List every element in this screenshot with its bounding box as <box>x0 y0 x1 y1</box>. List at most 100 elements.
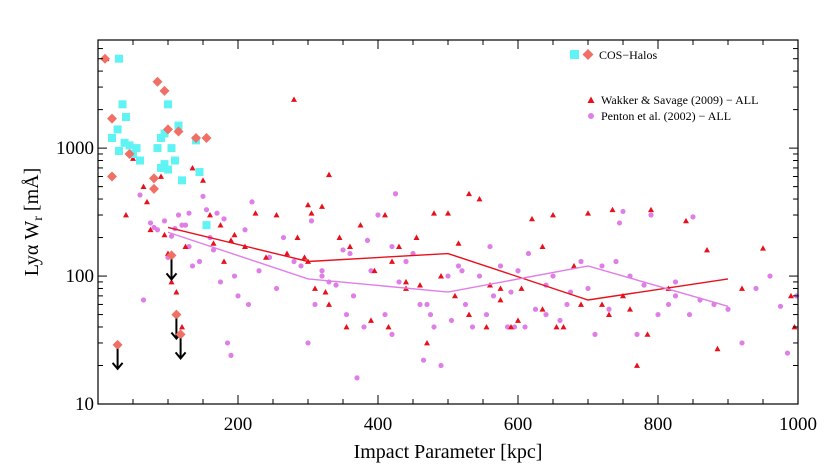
cos-halos-limit-point <box>175 329 186 340</box>
wakker-point <box>550 212 556 218</box>
penton-point <box>476 273 483 279</box>
penton-point <box>665 301 672 308</box>
cos-halos-diamond-point <box>124 148 135 159</box>
cos-halos-diamond-point <box>149 173 159 184</box>
wakker-point <box>294 234 301 240</box>
x-tick-label: 200 <box>224 414 253 435</box>
penton-point <box>448 317 455 324</box>
y-axis-title: Lyα Wr [mÅ] <box>21 168 46 276</box>
cos-halos-diamond-point <box>107 171 117 182</box>
wakker-point <box>539 306 546 312</box>
penton-point <box>725 306 731 312</box>
penton-point <box>564 301 570 308</box>
penton-point <box>319 273 325 279</box>
penton-point <box>648 212 654 218</box>
cos-halos-square-point <box>157 133 165 142</box>
penton-point <box>228 352 234 358</box>
wakker-point <box>620 292 626 299</box>
wakker-point <box>476 196 483 202</box>
wakker-point <box>168 278 175 285</box>
wakker-point <box>466 190 472 197</box>
penton-point <box>389 243 395 250</box>
wakker-point <box>424 339 430 346</box>
penton-point <box>392 191 399 197</box>
upper-limit-arrow-head <box>165 272 178 281</box>
x-tick-label: 1000 <box>779 414 817 435</box>
penton-point <box>210 247 217 253</box>
penton-point <box>245 301 252 308</box>
wakker-point <box>599 301 605 307</box>
cos-halos-limit-point <box>171 309 182 320</box>
penton-point <box>417 301 423 308</box>
wakker-point <box>683 217 689 224</box>
penton-point <box>200 193 206 199</box>
penton-point <box>221 216 227 222</box>
wakker-point <box>217 222 224 228</box>
wakker-point <box>252 210 259 216</box>
wakker-point <box>431 210 437 216</box>
penton-point <box>151 224 157 231</box>
wakker-point <box>173 289 180 295</box>
penton-point <box>599 263 605 269</box>
wakker-point <box>585 210 591 216</box>
axis-ticks <box>98 39 799 405</box>
penton-point <box>767 273 773 279</box>
penton-point <box>214 210 220 216</box>
penton-point <box>343 311 350 318</box>
cos-halos-diamond-point <box>159 85 170 96</box>
wakker-point <box>417 282 423 288</box>
wakker-point <box>284 250 290 256</box>
cos-halos-diamond-point <box>163 124 173 135</box>
wakker-point <box>207 212 213 218</box>
y-tick-label: 10 <box>75 394 94 415</box>
wakker-point <box>273 212 280 218</box>
wakker-point <box>788 292 794 299</box>
penton-point <box>515 268 521 274</box>
wakker-point <box>382 212 388 218</box>
penton-point <box>249 199 255 205</box>
penton-point <box>340 247 346 253</box>
penton-point <box>182 222 189 228</box>
penton-point <box>350 293 357 299</box>
wakker-point <box>627 306 633 312</box>
wakker-point <box>158 173 164 179</box>
penton-point <box>298 263 304 269</box>
y-tick-label: 1000 <box>56 138 94 159</box>
penton-point <box>256 268 262 274</box>
cos-halos-square-point <box>118 100 127 109</box>
wakker-point <box>326 301 332 307</box>
penton-point <box>431 324 437 330</box>
cos-halos-square-point <box>171 156 179 165</box>
wakker-point <box>529 215 535 222</box>
penton-median-line <box>167 231 729 308</box>
cos-halos-square-point <box>174 121 183 130</box>
upper-limit-arrow-head <box>111 362 124 371</box>
wakker-point <box>648 206 654 213</box>
penton-point <box>427 311 434 318</box>
legend-cos-diamond-marker <box>582 49 594 60</box>
penton-point <box>273 285 280 292</box>
wakker-point <box>385 323 392 330</box>
penton-point <box>242 227 248 233</box>
cos-halos-diamond-point <box>149 183 159 194</box>
cos-halos-square-point <box>167 144 176 153</box>
wakker-point <box>518 285 525 291</box>
penton-point <box>175 212 182 218</box>
cos-halos-square-point <box>164 165 172 174</box>
cos-halos-square-point <box>108 133 116 142</box>
wakker-point <box>438 273 444 279</box>
wakker-point <box>368 317 374 323</box>
penton-point <box>445 273 451 279</box>
y-axis-title-sub: r <box>31 216 46 221</box>
penton-point <box>137 192 143 198</box>
penton-point <box>483 311 490 318</box>
penton-point <box>672 293 679 299</box>
penton-point <box>189 263 196 269</box>
penton-point <box>354 375 360 381</box>
wakker-point <box>263 254 269 260</box>
cos-halos-square-point <box>115 146 123 155</box>
penton-point <box>224 340 231 346</box>
wakker-point <box>161 231 168 238</box>
penton-point <box>655 311 661 318</box>
